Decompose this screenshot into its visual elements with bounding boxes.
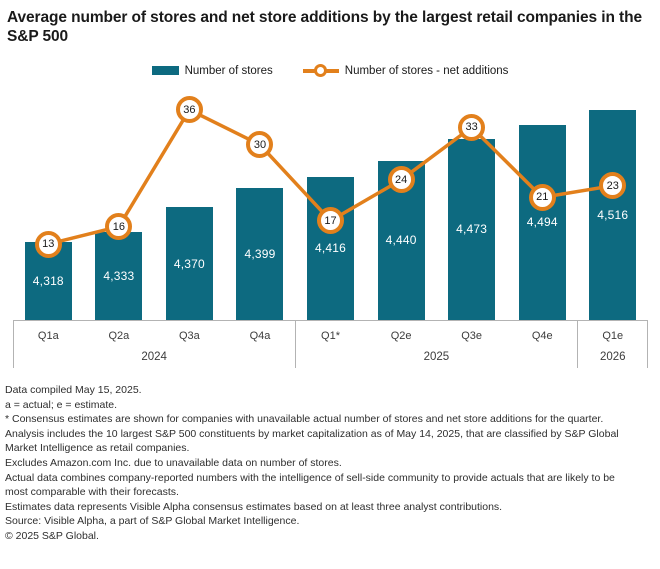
chart-title: Average number of stores and net store a… (7, 9, 642, 45)
bar-swatch-icon (151, 66, 179, 75)
axis-group-separator (647, 320, 648, 368)
footnote-line: Source: Visible Alpha, a part of S&P Glo… (5, 515, 300, 528)
axis-group-separator (13, 320, 14, 368)
footnote-line: a = actual; e = estimate. (5, 398, 118, 411)
footnote-line: Analysis includes the 10 largest S&P 500… (5, 427, 619, 455)
bar-value-label: 4,416 (315, 241, 347, 256)
x-tick-label: Q4e (531, 330, 553, 342)
line-marker: 36 (175, 96, 203, 124)
line-marker: 21 (528, 183, 556, 211)
bar-value-label: 4,440 (385, 233, 417, 248)
bar-value-label: 4,473 (456, 222, 488, 237)
legend: Number of stores Number of stores - net … (0, 63, 660, 78)
year-group-label: 2025 (423, 351, 450, 363)
legend-item-number-of-stores: Number of stores (151, 64, 273, 77)
x-tick-label: Q4a (249, 330, 271, 342)
circle-marker-icon (314, 64, 328, 77)
axis-group-separator (577, 320, 579, 368)
footnote-line: © 2025 S&P Global. (5, 529, 99, 542)
chart-plot-area: 4,318 4,333 4,370 4,399 4,416 4,440 4,473 4,494… (0, 85, 660, 370)
x-tick-label: Q1a (37, 330, 59, 342)
x-axis-line (13, 320, 648, 321)
line-marker: 13 (34, 230, 62, 258)
x-tick-label: Q2e (390, 330, 412, 342)
footnote-line: Actual data combines company-reported nu… (5, 471, 615, 499)
bar-value-label: 4,333 (103, 268, 135, 283)
year-group-label: 2026 (599, 351, 626, 363)
footnote-line: * Consensus estimates are shown for comp… (5, 413, 604, 426)
year-group-label: 2024 (141, 351, 167, 363)
axis-group-separator (295, 320, 297, 368)
line-marker: 33 (458, 113, 486, 141)
x-tick-label: Q1e (602, 330, 624, 342)
line-marker: 30 (246, 131, 274, 159)
bar-value-label: 4,370 (173, 256, 205, 271)
legend-item-net-additions: Number of stores - net additions (302, 63, 509, 78)
footnotes: Data compiled May 15, 2025. a = actual; … (5, 383, 627, 544)
x-tick-label: Q2a (108, 330, 130, 342)
bar (95, 231, 143, 320)
footnote-line: Estimates data represents Visible Alpha … (5, 500, 503, 513)
x-tick-label: Q1* (321, 330, 341, 342)
x-tick-label: Q3e (461, 330, 483, 342)
footnote-line: Excludes Amazon.com Inc. due to unavaila… (5, 456, 342, 469)
bar-value-label: 4,516 (597, 208, 629, 223)
bar-value-label: 4,318 (32, 273, 64, 288)
x-tick-label: Q3a (179, 330, 200, 342)
bar-value-label: 4,399 (244, 246, 276, 261)
legend-label-net-additions: Number of stores - net additions (344, 64, 509, 77)
footnote-line: Data compiled May 15, 2025. (5, 384, 142, 396)
line-marker-swatch-icon (302, 63, 339, 78)
line-marker: 24 (387, 166, 415, 194)
legend-label-number-of-stores: Number of stores (184, 64, 273, 77)
bar-value-label: 4,494 (526, 215, 558, 230)
